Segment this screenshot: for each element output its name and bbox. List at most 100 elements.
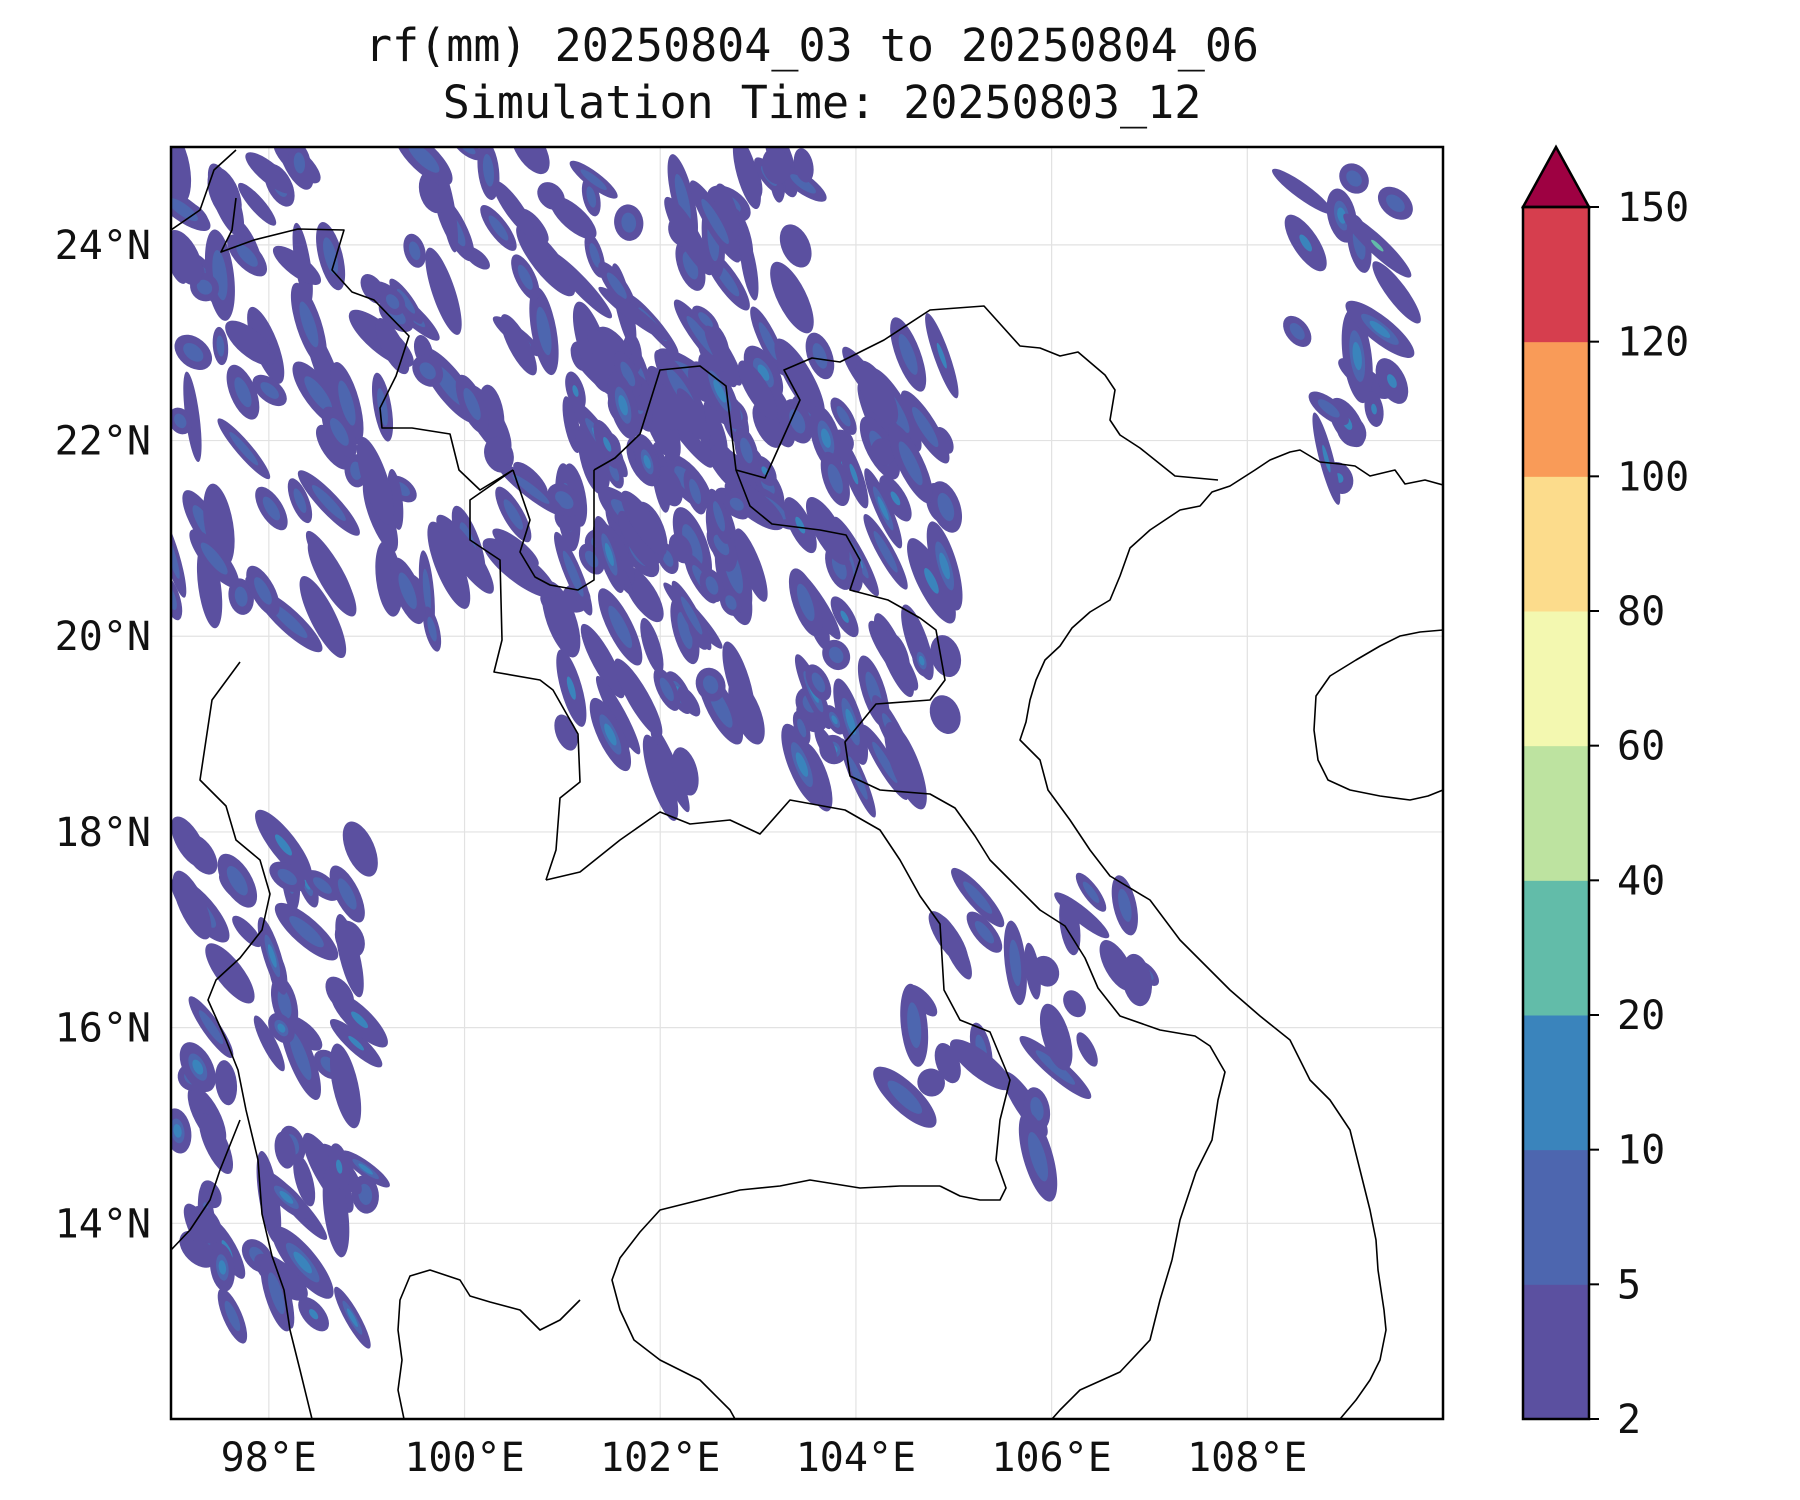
rain-region-4: [1272, 163, 1421, 505]
rain-cell: [245, 152, 294, 194]
rain-cell: [770, 261, 814, 334]
rain-cell-core: [811, 672, 826, 693]
border-thailand-cambodia: [611, 1179, 940, 1419]
rain-cell-core: [828, 646, 844, 664]
rain-cell-core: [183, 342, 204, 362]
rain-cell-core: [234, 586, 248, 607]
border-cambodia-vietnam: [1051, 1259, 1173, 1419]
rain-cell: [356, 436, 395, 525]
rain-cell-core: [260, 382, 279, 399]
coast-andaman: [171, 1119, 241, 1251]
rain-cell: [737, 360, 778, 420]
coastline: [171, 449, 1443, 1419]
rain-cell: [714, 183, 740, 241]
rain-cell: [1076, 1032, 1098, 1067]
rain-cell-core: [740, 437, 753, 464]
rain-cell-core: [262, 496, 281, 521]
rain-cell-core: [323, 237, 339, 275]
x-axis-ticks: 98°E 100°E 102°E 104°E 106°E 108°E: [221, 1435, 1308, 1481]
rain-cell-core: [304, 376, 333, 413]
rain-cell-peak: [348, 1035, 364, 1051]
rain-cell-core: [1118, 888, 1132, 922]
rain-cell: [1099, 940, 1135, 991]
rain-cell-core: [620, 361, 636, 387]
rain-cell-peak: [845, 708, 856, 735]
country-borders: [171, 149, 1226, 1419]
rain-cell: [762, 147, 791, 185]
rain-cell-max: [1371, 239, 1384, 252]
colorbar-segment-7: [1523, 341, 1589, 477]
rain-cell-core: [277, 988, 292, 1019]
rain-cell: [929, 695, 961, 734]
colorbar-tick-label: 40: [1617, 858, 1665, 904]
rain-cell: [189, 1205, 222, 1244]
rain-cell-core: [196, 279, 213, 295]
rain-cell-peak: [821, 428, 831, 448]
rain-cell-core: [229, 432, 259, 466]
map-frame: [169, 145, 1445, 1421]
rain-cell-peak: [918, 655, 925, 666]
rain-cell: [274, 1131, 296, 1169]
colorbar-tick-label: 80: [1617, 589, 1665, 635]
x-tick-label: 106°E: [991, 1435, 1111, 1481]
rain-cell: [171, 147, 192, 205]
rain-cell-peak: [346, 1308, 358, 1327]
rain-cell: [884, 721, 927, 810]
rain-cell-core: [873, 531, 898, 573]
rain-cell: [676, 388, 711, 442]
rain-cell: [614, 658, 663, 738]
x-tick-label: 102°E: [600, 1435, 720, 1481]
border-myanmar-laos-thailand: [469, 469, 581, 881]
rain-cell: [463, 246, 490, 270]
rain-cell-core: [701, 198, 729, 245]
rain-cell-core: [729, 497, 744, 511]
rain-region-1: [554, 301, 963, 821]
rain-cell: [650, 724, 690, 813]
rain-cell-core: [680, 596, 703, 635]
rain-cell: [671, 747, 699, 796]
rain-cell-peak: [840, 610, 849, 623]
rain-cell-core: [419, 362, 436, 380]
rain-cell-core: [289, 1031, 312, 1081]
rain-cell-core: [712, 501, 726, 532]
rain-cell-core: [171, 198, 198, 222]
rain-cell-core: [427, 616, 437, 642]
rain-cell: [734, 528, 768, 602]
rain-cell-peak: [604, 723, 617, 746]
rain-cell-core: [609, 463, 620, 482]
rain-cell: [598, 286, 668, 340]
rain-cell-core: [488, 215, 509, 241]
rain-cell-peak: [618, 395, 628, 416]
rain-cell-core: [268, 1272, 285, 1315]
rain-cell-peak: [572, 385, 579, 397]
colorbar-segment-6: [1523, 476, 1589, 612]
rain-cell-core: [254, 577, 272, 605]
rain-cell-core: [234, 377, 252, 408]
rain-cell-core: [312, 877, 332, 894]
rain-cell-peak: [936, 342, 947, 369]
rain-cell-peak: [566, 676, 576, 700]
rain-cell-core: [1030, 1096, 1044, 1121]
rain-cell: [253, 1015, 285, 1072]
rain-cell-core: [311, 485, 346, 521]
rain-cell-core: [503, 499, 524, 530]
rain-cell-peak: [831, 715, 838, 725]
rain-cell-peak: [279, 1190, 294, 1204]
rain-cell: [225, 320, 276, 366]
rain-cell: [870, 438, 896, 466]
rain-cell: [425, 247, 462, 335]
rain-cell-core: [589, 243, 601, 268]
coast-gulf-of-tonkin: [1019, 449, 1443, 1419]
rain-cell-peak: [849, 463, 859, 485]
rain-cell: [492, 180, 535, 237]
rain-cell-peak: [1352, 341, 1362, 371]
rain-cell-core: [289, 916, 324, 948]
rain-cell-core: [659, 677, 674, 702]
colorbar-segment-5: [1523, 611, 1589, 747]
rain-cell: [315, 424, 351, 470]
rain-cell-core: [898, 441, 923, 486]
rain-cell-core: [796, 583, 815, 622]
colorbar-tick-label: 20: [1617, 993, 1665, 1039]
colorbar-segment-3: [1523, 880, 1589, 1016]
rain-cell: [664, 196, 713, 276]
